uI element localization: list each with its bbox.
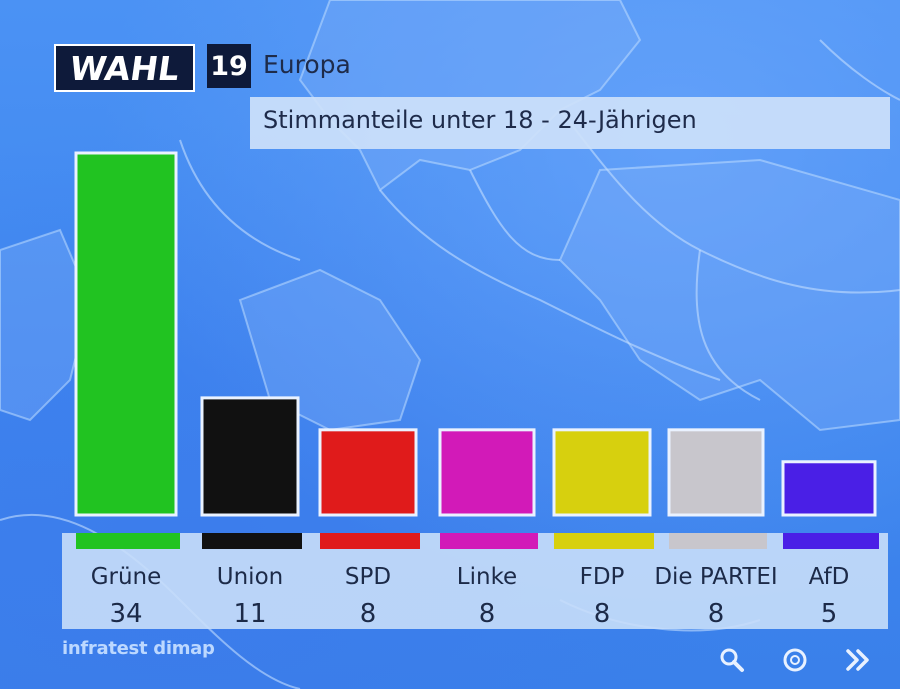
- magnifier-icon[interactable]: [716, 644, 748, 676]
- category-label-0: Grüne: [91, 564, 162, 590]
- category-label-5: Die PARTEI: [654, 564, 777, 590]
- category-label-1: Union: [217, 564, 283, 590]
- bar-1: [200, 396, 300, 517]
- bar-2: [318, 428, 418, 517]
- double-chevron-right-icon[interactable]: [842, 644, 874, 676]
- circle-icon[interactable]: [779, 644, 811, 676]
- bar-0: [74, 151, 178, 517]
- bar-6: [781, 460, 877, 517]
- color-strip-5: [669, 533, 767, 549]
- color-strip-6: [783, 533, 879, 549]
- source-credit: infratest dimap: [62, 638, 215, 659]
- value-label-3: 8: [479, 599, 496, 629]
- value-label-0: 34: [109, 599, 142, 629]
- bar-3: [438, 428, 536, 517]
- category-label-3: Linke: [457, 564, 517, 590]
- wahl-logo: WAHL: [54, 44, 195, 92]
- color-strip-3: [440, 533, 538, 549]
- value-label-6: 5: [821, 599, 838, 629]
- bar-4: [552, 428, 652, 517]
- category-label-2: SPD: [345, 564, 391, 590]
- bar-5: [667, 428, 765, 517]
- chart-subtitle: Stimmanteile unter 18 - 24-Jährigen: [263, 106, 697, 134]
- value-label-2: 8: [360, 599, 377, 629]
- category-label-4: FDP: [580, 564, 625, 590]
- logo-year-badge: 19: [207, 44, 251, 88]
- election-name: Europa: [263, 50, 351, 79]
- nav-icons: [700, 638, 890, 682]
- color-strip-4: [554, 533, 654, 549]
- color-strip-0: [76, 533, 180, 549]
- category-label-6: AfD: [809, 564, 850, 590]
- color-strip-1: [202, 533, 302, 549]
- value-label-1: 11: [233, 599, 266, 629]
- value-label-5: 8: [708, 599, 725, 629]
- color-strip-2: [320, 533, 420, 549]
- value-label-4: 8: [594, 599, 611, 629]
- subtitle-band: [250, 97, 890, 149]
